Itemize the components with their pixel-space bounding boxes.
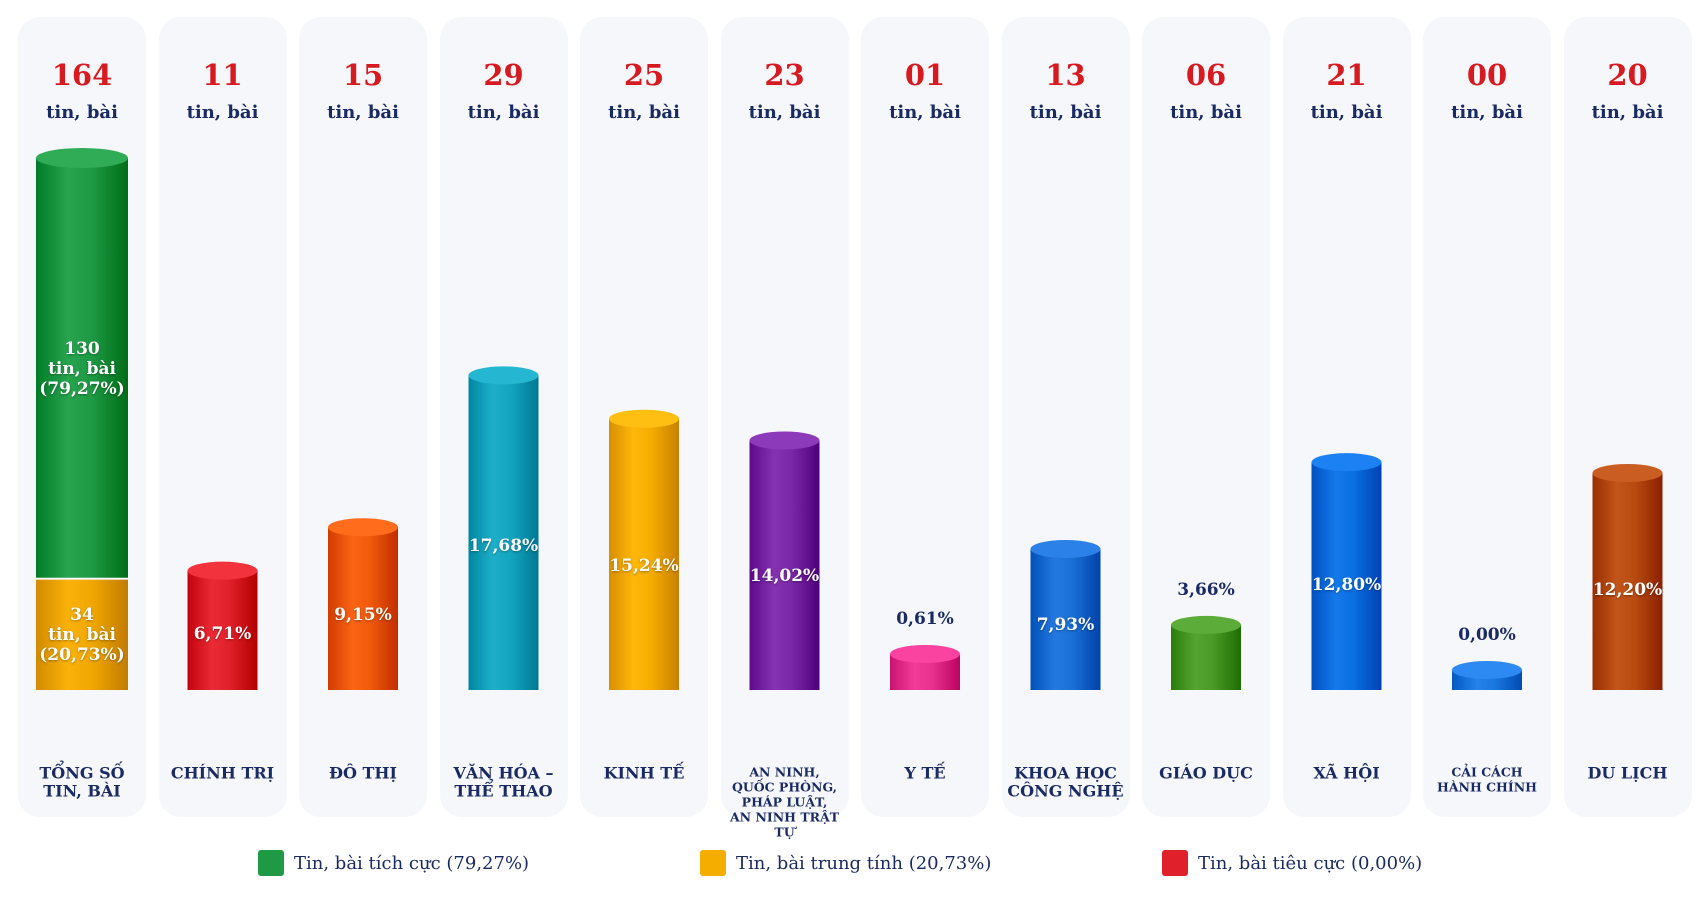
category-count: 00: [1466, 58, 1508, 92]
category-bar: [890, 645, 960, 690]
legend-label-neutral: Tin, bài trung tính (20,73%): [736, 852, 992, 874]
unit-label: tin, bài: [889, 102, 961, 123]
category-bar: [1452, 661, 1522, 690]
category-bar: [1592, 464, 1663, 690]
category-count: 23: [764, 58, 805, 92]
total-positive-label: 130 tin, bài (79,27%): [39, 338, 125, 399]
category-label-box: CẢI CÁCH HÀNH CHÍNH: [1423, 747, 1551, 817]
category-label: TỔNG SỐ TIN, BÀI: [39, 763, 125, 801]
category-percent: 3,66%: [1177, 579, 1235, 600]
category-label-box: Y TẾ: [861, 747, 989, 817]
category-percent: 12,80%: [1311, 575, 1382, 596]
category-label-box: GIÁO DỤC: [1142, 747, 1270, 817]
category-count: 20: [1607, 58, 1648, 92]
category-count: 13: [1045, 58, 1086, 92]
unit-label: tin, bài: [467, 102, 540, 123]
column-panel: 00 tin, bài CẢI CÁCH HÀNH CHÍNH: [1423, 17, 1551, 817]
category-bar: [749, 431, 820, 690]
unit-label: tin, bài: [1591, 102, 1664, 123]
category-percent: 0,61%: [896, 609, 954, 629]
chart-area: 164 tin, bài TỔNG SỐ TIN, BÀI 11 tin, bài CHÍ…: [18, 17, 1692, 840]
category-label-box: TỔNG SỐ TIN, BÀI: [18, 747, 146, 817]
unit-label: tin, bài: [186, 102, 259, 123]
category-label: KHOA HỌC CÔNG NGHỆ: [1007, 763, 1124, 801]
category-label: Y TẾ: [904, 763, 946, 783]
category-count: 15: [342, 58, 384, 92]
category-count: 11: [202, 58, 243, 92]
category-label-box: ĐÔ THỊ: [299, 747, 427, 817]
legend-item-positive: Tin, bài tích cực (79,27%): [258, 850, 529, 876]
category-percent: 12,20%: [1592, 580, 1663, 601]
unit-label: tin, bài: [46, 102, 118, 123]
unit-label: tin, bài: [1451, 102, 1523, 123]
category-percent: 17,68%: [468, 536, 539, 557]
category-percent: 14,02%: [749, 565, 820, 586]
category-label: CHÍNH TRỊ: [170, 763, 275, 783]
category-bar: [468, 366, 539, 690]
category-percent: 15,24%: [609, 555, 679, 576]
unit-label: tin, bài: [1170, 102, 1242, 123]
category-percent: 7,93%: [1036, 614, 1095, 635]
category-label-box: XÃ HỘI: [1283, 747, 1411, 817]
category-count: 06: [1185, 58, 1227, 92]
legend-label-positive: Tin, bài tích cực (79,27%): [294, 852, 530, 874]
category-label-box: KHOA HỌC CÔNG NGHỆ: [1002, 747, 1130, 817]
category-count: 21: [1326, 58, 1367, 92]
bars-layer: [36, 148, 1663, 690]
unit-label: tin, bài: [608, 102, 680, 123]
unit-label: tin, bài: [1310, 102, 1383, 123]
category-count: 01: [904, 58, 946, 92]
category-label: VĂN HÓA – THỂ THAO: [453, 763, 554, 801]
total-bar-positive: [36, 148, 128, 578]
total-count: 164: [51, 58, 113, 92]
category-label: DU LỊCH: [1587, 763, 1668, 783]
category-bar: [328, 518, 398, 690]
unit-label: tin, bài: [748, 102, 821, 123]
total-neutral-label: 34 tin, bài (20,73%): [39, 604, 125, 665]
legend-swatch-positive: [258, 850, 284, 876]
category-label-box: CHÍNH TRỊ: [159, 747, 287, 817]
category-percent: 9,15%: [334, 604, 392, 625]
category-label-box: AN NINH, QUỐC PHÒNG, PHÁP LUẬT, AN NINH …: [721, 747, 849, 840]
legend: Tin, bài tích cực (79,27%) Tin, bài trun…: [0, 850, 1705, 890]
category-label: CẢI CÁCH HÀNH CHÍNH: [1437, 764, 1537, 795]
category-label: AN NINH, QUỐC PHÒNG, PHÁP LUẬT, AN NINH …: [729, 764, 840, 840]
legend-item-negative: Tin, bài tiêu cực (0,00%): [1162, 850, 1422, 876]
category-label: KINH TẾ: [603, 763, 685, 783]
category-bar: [609, 409, 679, 690]
unit-label: tin, bài: [1029, 102, 1102, 123]
category-count: 29: [483, 58, 524, 92]
category-bar: [1171, 615, 1241, 690]
category-percent: 6,71%: [193, 624, 252, 645]
category-bar: [1311, 453, 1382, 690]
category-label: XÃ HỘI: [1313, 763, 1380, 783]
category-count: 25: [623, 58, 665, 92]
category-percent: 0,00%: [1458, 625, 1516, 645]
unit-label: tin, bài: [327, 102, 399, 123]
legend-swatch-neutral: [700, 850, 726, 876]
category-label: ĐÔ THỊ: [329, 763, 397, 783]
legend-item-neutral: Tin, bài trung tính (20,73%): [700, 850, 991, 876]
legend-swatch-negative: [1162, 850, 1188, 876]
category-label-box: DU LỊCH: [1564, 747, 1692, 817]
category-bar: [187, 561, 258, 690]
category-label: GIÁO DỤC: [1159, 763, 1253, 783]
legend-label-negative: Tin, bài tiêu cực (0,00%): [1198, 852, 1423, 874]
total-bar-neutral: [36, 579, 128, 690]
category-label-box: VĂN HÓA – THỂ THAO: [440, 747, 568, 817]
category-label-box: KINH TẾ: [580, 747, 708, 817]
category-bar: [1030, 539, 1101, 690]
